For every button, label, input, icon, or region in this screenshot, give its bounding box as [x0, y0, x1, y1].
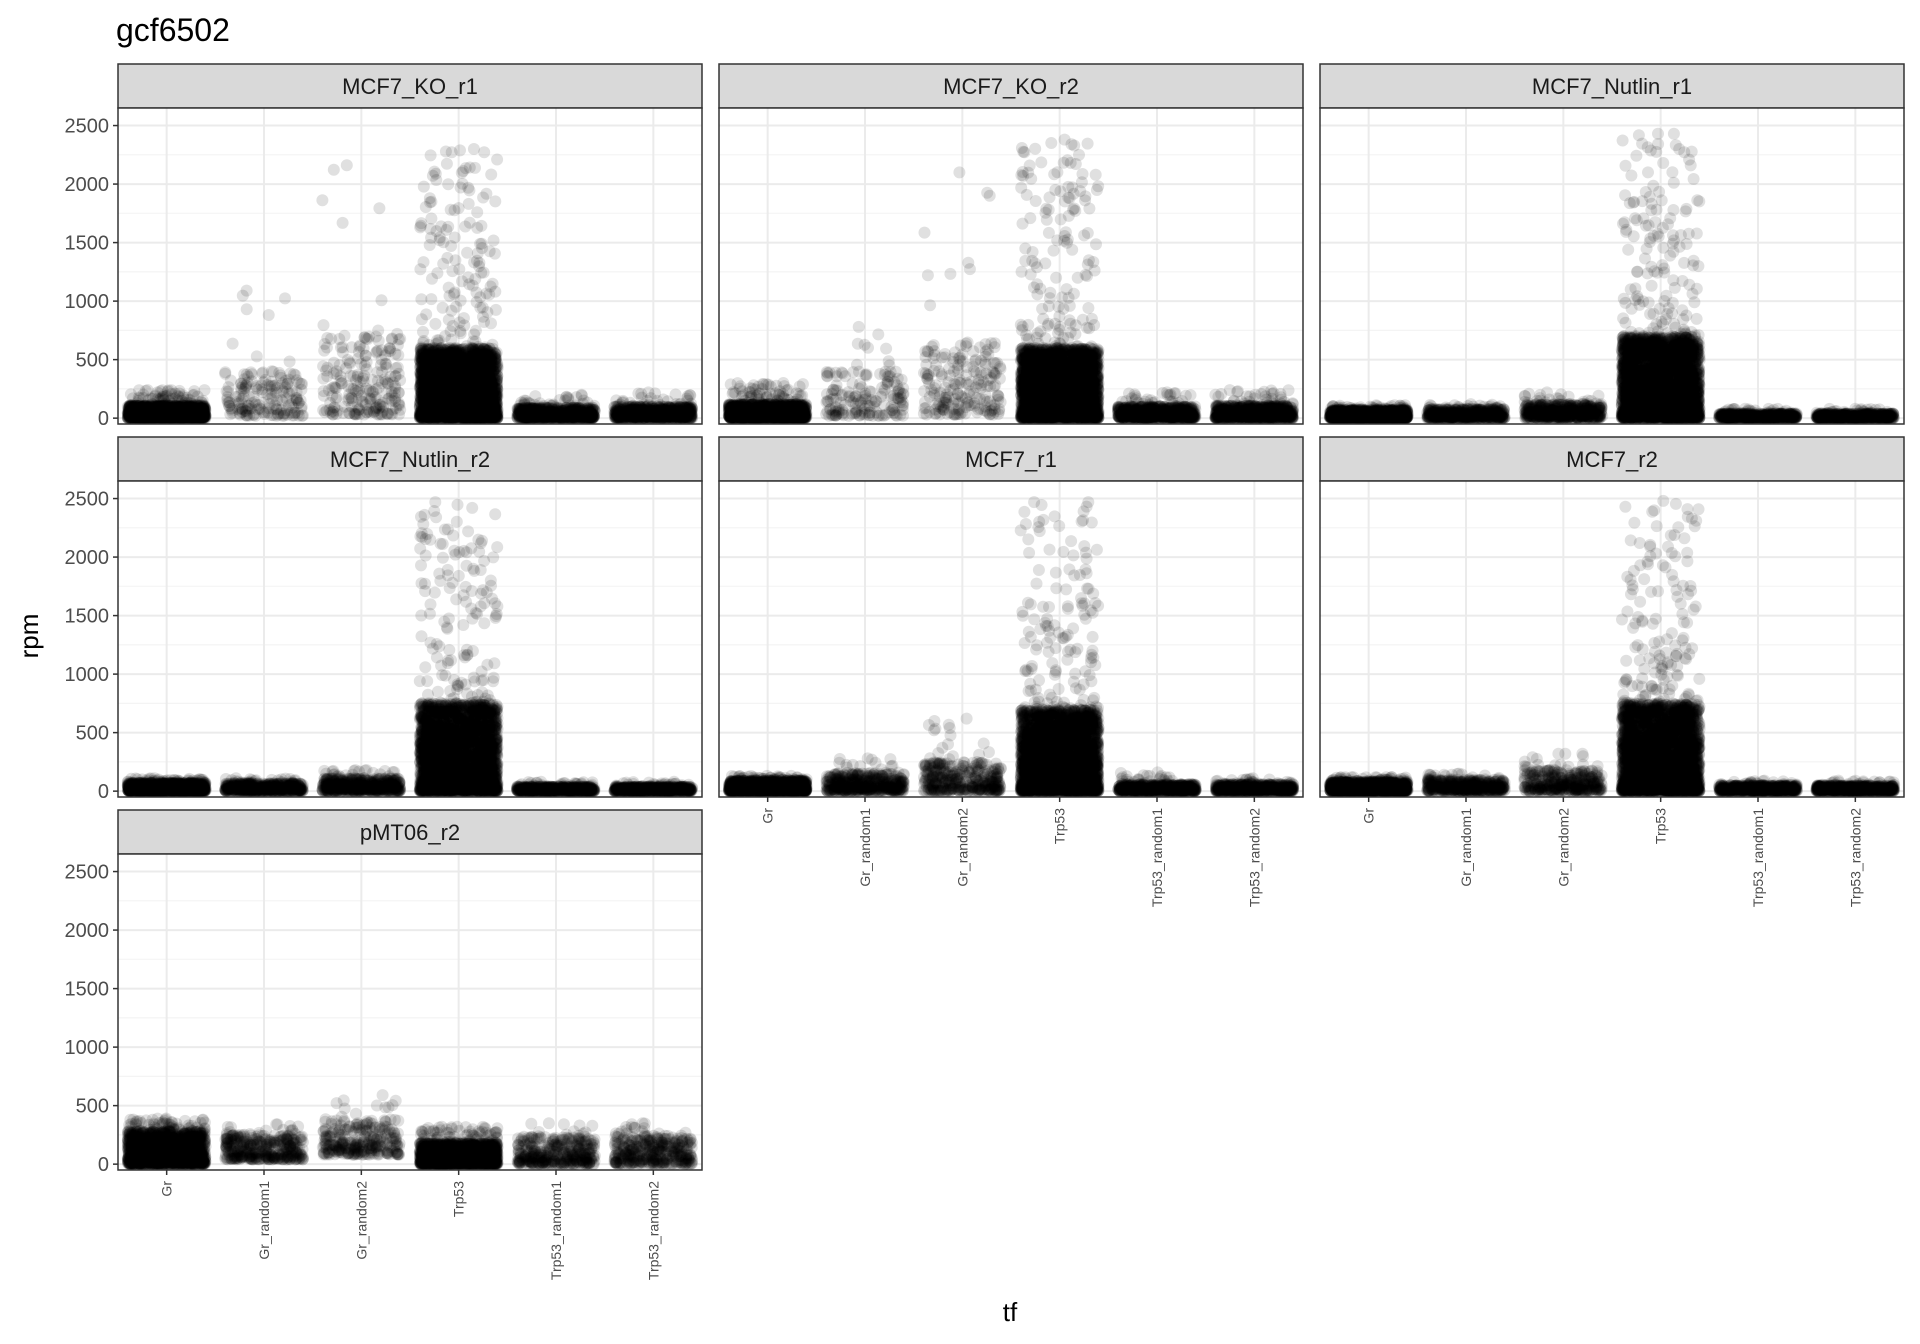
data-point [360, 350, 372, 362]
data-point [372, 325, 384, 337]
data-point [373, 202, 385, 214]
data-point [363, 405, 375, 417]
data-point [379, 349, 391, 361]
data-point [241, 410, 253, 422]
data-point [257, 406, 269, 418]
data-point [223, 381, 235, 393]
data-point [339, 330, 351, 342]
data-point [390, 362, 402, 374]
data-point [156, 384, 168, 396]
data-point [296, 410, 308, 422]
data-point [393, 399, 405, 411]
data-point [328, 164, 340, 176]
data-point [318, 390, 330, 402]
data-point [166, 398, 178, 410]
data-point [353, 404, 365, 416]
data-point [341, 159, 353, 171]
data-point [184, 409, 196, 421]
data-point [353, 384, 365, 396]
data-point [241, 285, 253, 297]
data-point [279, 292, 291, 304]
data-point [199, 384, 211, 396]
data-point [266, 384, 278, 396]
data-point [227, 338, 239, 350]
y-axis-label: rpm [14, 614, 44, 659]
data-point [316, 194, 328, 206]
data-point [124, 411, 136, 423]
data-point [389, 387, 401, 399]
data-point [238, 373, 250, 385]
data-point [347, 370, 359, 382]
data-point [278, 410, 290, 422]
data-point [318, 319, 330, 331]
data-point [188, 385, 200, 397]
data-point [318, 345, 330, 357]
data-point [251, 350, 263, 362]
data-point [317, 373, 329, 385]
data-point [284, 356, 296, 368]
facet-strip-label: MCF7_KO_r1 [342, 74, 478, 99]
data-point [321, 332, 333, 344]
data-point [263, 309, 275, 321]
data-point [180, 394, 192, 406]
data-point [266, 365, 278, 377]
data-point [387, 377, 399, 389]
data-point [376, 294, 388, 306]
data-point [124, 399, 136, 411]
data-point [364, 384, 376, 396]
data-point [248, 391, 260, 403]
data-point [372, 375, 384, 387]
x-axis-label: tf [1003, 1297, 1018, 1327]
data-point [358, 370, 370, 382]
chart-title: gcf6502 [116, 12, 230, 48]
data-point [359, 332, 371, 344]
facet-panels: MCF7_KO_r105001000150020002500MCF7_KO_r2… [65, 64, 1905, 1280]
data-point [327, 409, 339, 421]
data-point [241, 303, 253, 315]
data-point [142, 384, 154, 396]
data-point [276, 384, 288, 396]
data-point [391, 328, 403, 340]
data-point [195, 410, 207, 422]
data-point [337, 217, 349, 229]
